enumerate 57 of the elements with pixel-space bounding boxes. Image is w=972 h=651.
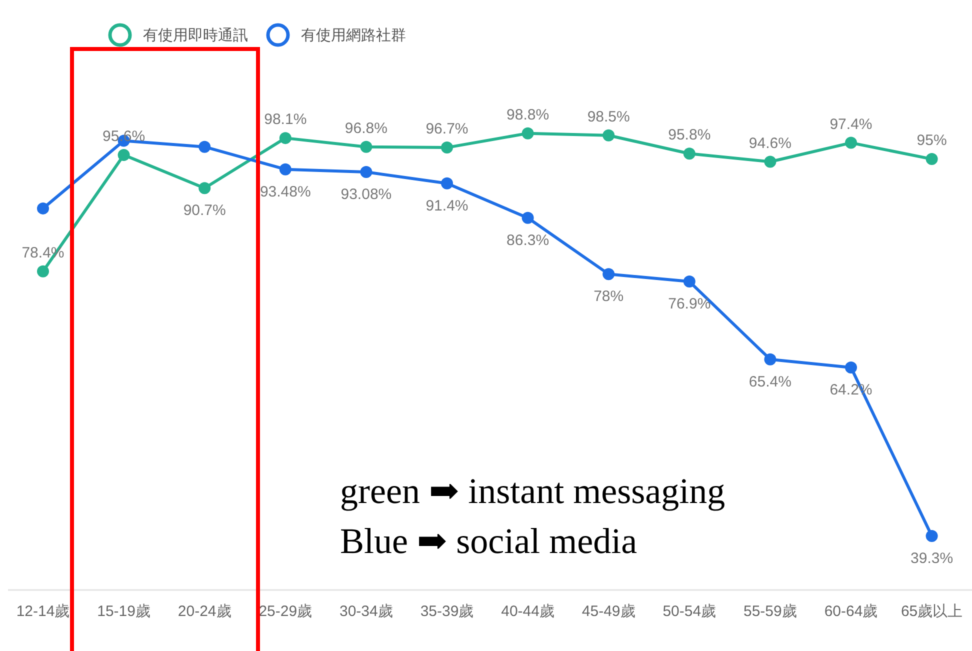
x-tick-label: 12-14歲 — [16, 603, 70, 620]
point — [198, 140, 211, 153]
point — [279, 132, 292, 144]
point — [37, 202, 49, 214]
data-label: 93.08% — [340, 186, 392, 204]
data-label: 96.7% — [426, 120, 468, 138]
data-label: 39.3% — [910, 550, 954, 567]
x-tick-label: 15-19歲 — [97, 603, 150, 620]
point — [360, 166, 372, 178]
x-tick-label: 45-49歲 — [582, 603, 636, 620]
data-label: 94.6% — [748, 134, 792, 152]
point — [441, 142, 453, 154]
point — [279, 163, 292, 176]
point — [602, 268, 615, 280]
point — [360, 140, 372, 153]
point — [118, 148, 130, 161]
point — [441, 177, 453, 190]
x-tick-label: 35-39歲 — [420, 603, 474, 620]
x-tick-label: 25-29歲 — [258, 603, 312, 620]
x-tick-label: 20-24歲 — [178, 603, 232, 620]
x-tick-label: 50-54歲 — [662, 603, 716, 620]
point — [764, 353, 776, 366]
annotation: Blue ➡ social media — [340, 521, 638, 561]
point — [926, 153, 938, 166]
point — [683, 276, 696, 288]
data-label: 78% — [594, 288, 624, 306]
data-label: 65.4% — [748, 373, 792, 390]
data-label: 98.1% — [264, 111, 307, 128]
data-label: 91.4% — [426, 197, 468, 214]
point — [37, 265, 49, 278]
data-label: 98.5% — [587, 108, 630, 126]
data-label: 93.48% — [260, 183, 311, 200]
x-tick-label: 60-64歲 — [824, 603, 878, 620]
point — [926, 530, 938, 542]
point — [522, 212, 534, 224]
data-label: 98.8% — [506, 106, 550, 124]
x-tick-label: 40-44歲 — [501, 603, 554, 620]
x-tick-label: 65歲以上 — [900, 603, 963, 620]
point — [845, 361, 857, 374]
point — [764, 156, 776, 168]
data-label: 95.8% — [668, 126, 711, 144]
data-label: 95% — [916, 132, 947, 150]
point — [845, 136, 857, 149]
data-label: 90.7% — [183, 202, 226, 220]
point — [602, 129, 615, 142]
point — [522, 127, 534, 140]
annotation: green ➡ instant messaging — [340, 471, 726, 511]
x-tick-label: 30-34歲 — [340, 603, 393, 620]
data-label: 86.3% — [506, 232, 550, 249]
data-label: 96.8% — [344, 120, 388, 137]
point — [198, 182, 211, 194]
point — [683, 148, 696, 160]
data-label: 76.9% — [668, 296, 711, 313]
x-tick-label: 55-59歲 — [744, 603, 797, 620]
data-label: 97.4% — [830, 116, 872, 133]
legend-label: 有使用網路社群 — [301, 27, 406, 44]
legend-label: 有使用即時通訊 — [143, 27, 248, 44]
